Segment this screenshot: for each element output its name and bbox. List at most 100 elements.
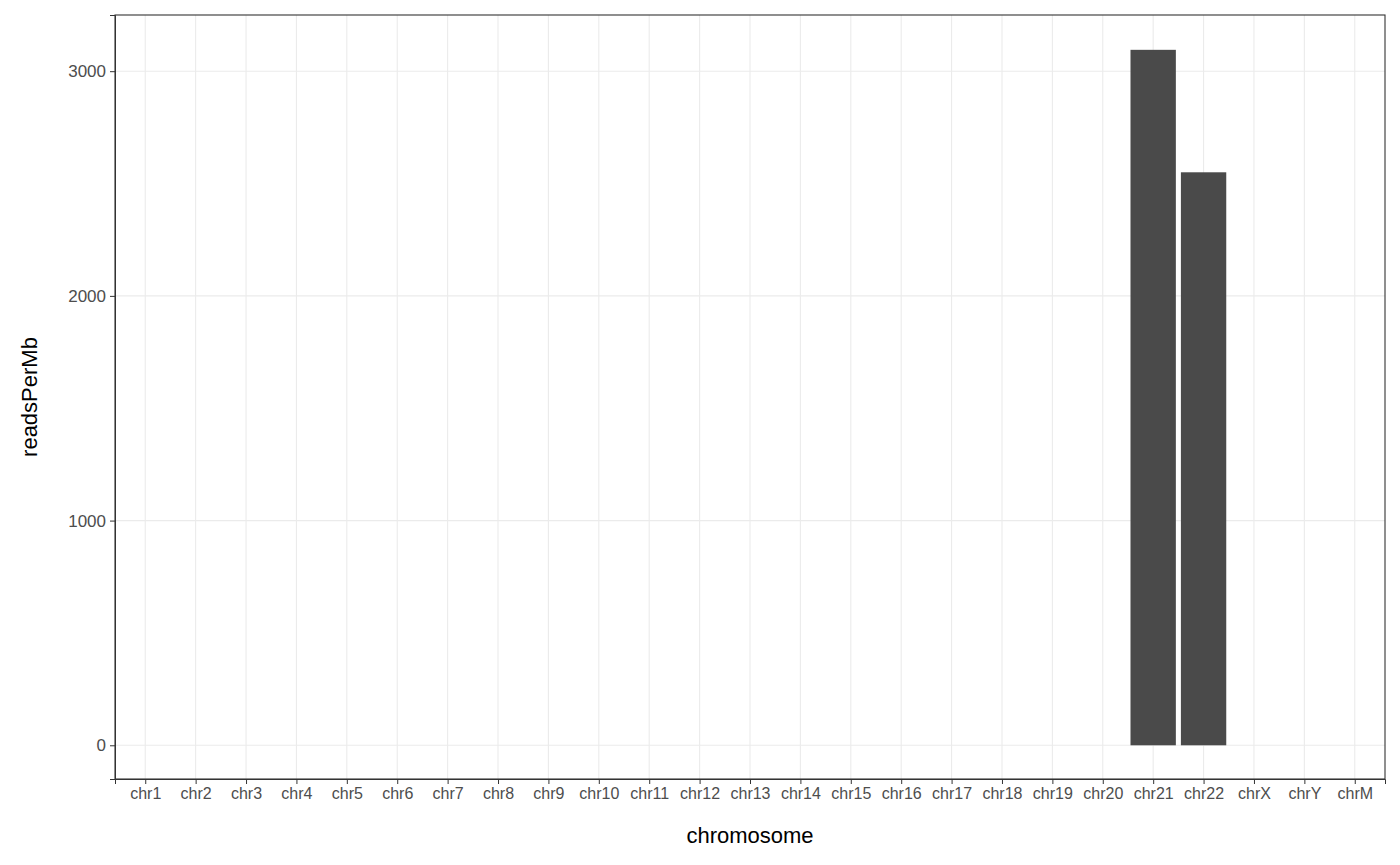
x-tick-label: chr21: [1134, 785, 1174, 802]
x-tick-label: chr15: [831, 785, 871, 802]
chart: 0100020003000chr1chr2chr3chr4chr5chr6chr…: [0, 0, 1400, 865]
y-axis-line: [110, 16, 116, 780]
x-grid-line: [296, 15, 297, 779]
x-grid-line: [1001, 15, 1002, 779]
bars: [1130, 50, 1226, 745]
bar: [173, 745, 218, 746]
bar: [879, 745, 924, 746]
x-grid-line: [749, 15, 750, 779]
x-tick-label: chr13: [730, 785, 770, 802]
x-tick-label: chrX: [1238, 785, 1271, 802]
x-tick: chrX: [1238, 779, 1271, 802]
x-tick-label: chr19: [1033, 785, 1073, 802]
x-axis: chr1chr2chr3chr4chr5chr6chr7chr8chr9chr1…: [116, 779, 1386, 802]
bar: [979, 745, 1024, 746]
x-grid-line: [145, 15, 146, 779]
bar: [929, 745, 974, 746]
x-tick: chr10: [579, 779, 619, 802]
x-tick-mark: [649, 779, 650, 784]
x-grid-line: [1253, 15, 1254, 779]
x-grid-line: [850, 15, 851, 779]
x-tick-label: chr14: [781, 785, 821, 802]
x-tick: chr3: [231, 779, 262, 802]
x-tick: chr12: [680, 779, 720, 802]
x-grid-line: [1354, 15, 1355, 779]
y-tick: 2000: [68, 287, 115, 306]
bar: [274, 745, 319, 746]
x-tick-mark: [1103, 779, 1104, 784]
x-tick-label: chr7: [433, 785, 464, 802]
bar: [1030, 745, 1075, 746]
x-tick-label: chr1: [130, 785, 161, 802]
x-tick-mark: [851, 779, 852, 784]
y-tick-mark: [110, 71, 115, 72]
x-axis-line: [116, 780, 1386, 785]
bar: [627, 745, 672, 746]
x-tick-mark: [145, 779, 146, 784]
x-tick: chr15: [831, 779, 871, 802]
x-tick: chr6: [382, 779, 413, 802]
x-tick: chr5: [332, 779, 363, 802]
x-tick: chr18: [982, 779, 1022, 802]
x-grid-line: [1304, 15, 1305, 779]
x-tick: chr21: [1134, 779, 1174, 802]
x-tick-label: chr2: [181, 785, 212, 802]
y-tick-mark: [110, 521, 115, 522]
x-grid-line: [951, 15, 952, 779]
x-tick-mark: [397, 779, 398, 784]
x-tick: chr9: [533, 779, 564, 802]
x-tick: chrY: [1288, 779, 1321, 802]
x-tick: chr11: [630, 779, 669, 802]
bar: [576, 745, 621, 746]
x-tick-label: chr8: [483, 785, 514, 802]
bar: [1231, 745, 1276, 746]
y-tick-label: 2000: [68, 287, 106, 306]
y-tick: 0: [97, 736, 115, 755]
x-tick-mark: [700, 779, 701, 784]
bar: [727, 745, 772, 746]
x-grid-line: [649, 15, 650, 779]
x-grid-line: [699, 15, 700, 779]
x-tick-mark: [1355, 779, 1356, 784]
x-tick-mark: [599, 779, 600, 784]
x-tick: chr8: [483, 779, 514, 802]
x-tick: chr19: [1033, 779, 1073, 802]
x-tick-label: chr11: [630, 785, 669, 802]
x-tick-label: chr6: [382, 785, 413, 802]
x-tick-mark: [1254, 779, 1255, 784]
x-tick-mark: [1304, 779, 1305, 784]
bar: [526, 745, 571, 746]
x-tick: chr13: [730, 779, 770, 802]
x-tick-label: chr22: [1184, 785, 1224, 802]
x-tick-mark: [196, 779, 197, 784]
x-tick-mark: [1153, 779, 1154, 784]
x-tick-label: chr20: [1083, 785, 1123, 802]
x-tick: chr1: [130, 779, 161, 802]
y-tick-mark: [110, 745, 115, 746]
bar: [778, 745, 823, 746]
bar: [324, 745, 369, 746]
x-tick-mark: [952, 779, 953, 784]
x-tick-label: chr5: [332, 785, 363, 802]
y-tick-mark: [110, 296, 115, 297]
x-grid-line: [346, 15, 347, 779]
x-grid-line: [598, 15, 599, 779]
x-tick-label: chr16: [882, 785, 922, 802]
x-grid-line: [800, 15, 801, 779]
x-tick-mark: [296, 779, 297, 784]
grid: [115, 15, 1385, 779]
x-tick: chr20: [1083, 779, 1123, 802]
x-tick-mark: [1002, 779, 1003, 784]
x-tick-label: chr17: [932, 785, 972, 802]
x-grid-line: [397, 15, 398, 779]
x-grid-line: [548, 15, 549, 779]
bar: [1282, 745, 1327, 746]
x-tick-mark: [750, 779, 751, 784]
bar: [123, 745, 168, 746]
bar: [828, 745, 873, 746]
bar: [1181, 172, 1226, 745]
y-tick-label: 0: [97, 736, 106, 755]
x-tick-mark: [548, 779, 549, 784]
x-tick-label: chr3: [231, 785, 262, 802]
x-tick: chrM: [1337, 779, 1373, 802]
